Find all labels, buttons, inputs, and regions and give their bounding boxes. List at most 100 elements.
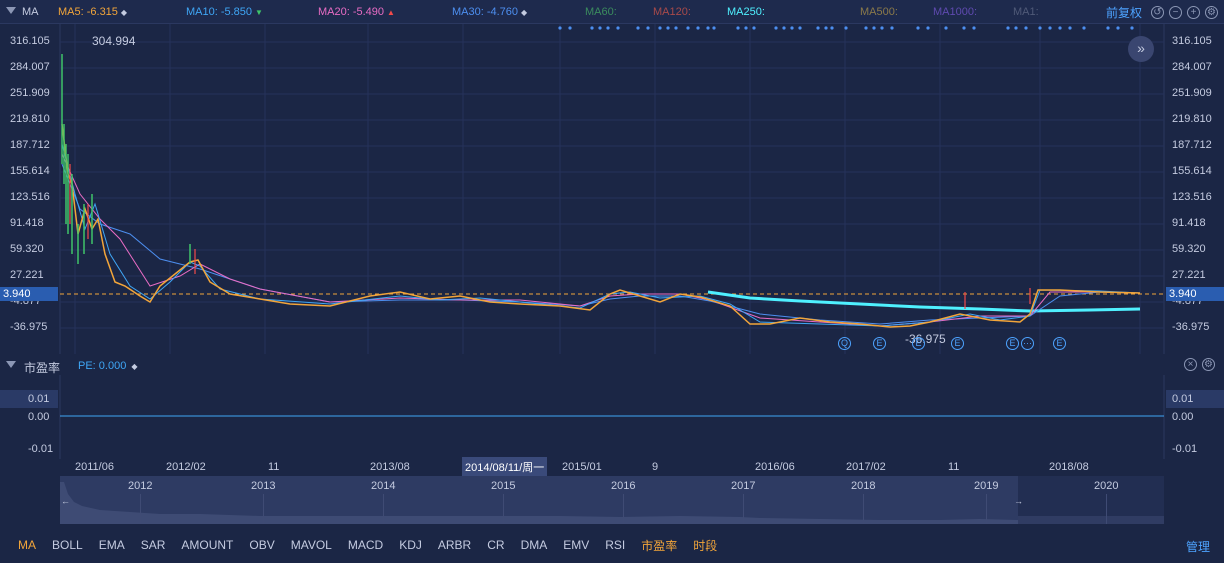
ma-legend-item[interactable]: MA30: -4.760 ◆: [452, 6, 527, 18]
x-axis-label: 2017/02: [846, 461, 886, 473]
event-marker-icon[interactable]: Q: [838, 337, 851, 350]
event-marker-icon[interactable]: ···: [1021, 337, 1034, 350]
indicator-tab[interactable]: SAR: [140, 538, 166, 552]
y-tick-right: 284.007: [1172, 61, 1212, 73]
zoom-out-icon[interactable]: −: [1169, 6, 1182, 19]
navigator-year-tick: [863, 494, 864, 524]
pe-value: PE: 0.000 ◆: [78, 360, 138, 372]
y-tick-left: 284.007: [10, 61, 50, 73]
y-tick-left: 219.810: [10, 113, 50, 125]
event-marker-icon[interactable]: E: [1006, 337, 1019, 350]
indicator-tab[interactable]: AMOUNT: [181, 538, 234, 552]
pe-close-icon[interactable]: ×: [1184, 358, 1197, 371]
indicator-tab[interactable]: MAVOL: [290, 538, 332, 552]
pe-chart[interactable]: [0, 375, 1224, 459]
y-tick-left: 59.320: [10, 243, 44, 255]
y-tick-left: 155.614: [10, 165, 50, 177]
y-tick-right: 316.105: [1172, 35, 1212, 47]
ma-legend-item[interactable]: MA60:: [585, 6, 617, 18]
indicator-tab[interactable]: MA: [18, 538, 36, 552]
time-navigator[interactable]: [60, 476, 1164, 524]
y-tick-right: 187.712: [1172, 139, 1212, 151]
ma-legend-item[interactable]: MA500:: [860, 6, 898, 18]
ma-legend-item[interactable]: MA120:: [653, 6, 691, 18]
pe-settings-icon[interactable]: ⚙: [1202, 358, 1215, 371]
y-tick-right: 219.810: [1172, 113, 1212, 125]
ma-legend-label: MA20: -5.490: [318, 6, 385, 18]
pe-panel-title: 市盈率: [24, 361, 61, 375]
ma-trend-icon: ▲: [387, 8, 395, 17]
y-tick-left: 251.909: [10, 87, 50, 99]
toolbar-actions: 前复权 ↺ − + ⚙: [1106, 4, 1218, 21]
y-tick-left: 27.221: [10, 269, 44, 281]
ma-legend-label: MA250:: [727, 6, 765, 18]
navigator-year-tick: [986, 494, 987, 524]
ma-trend-icon: ◆: [521, 8, 528, 17]
ma-legend-label: MA120:: [653, 6, 691, 18]
ma-legend-item[interactable]: MA1:: [1013, 6, 1039, 18]
navigator-year-tick: [623, 494, 624, 524]
expand-icon[interactable]: »: [1128, 36, 1154, 62]
ma-trend-icon: ◆: [120, 8, 128, 17]
manage-link[interactable]: 管理: [1185, 540, 1210, 554]
reset-icon[interactable]: ↺: [1151, 6, 1164, 19]
indicator-tab[interactable]: KDJ: [399, 538, 422, 552]
pe-ytick-right-0: 0.01: [1172, 393, 1194, 405]
indicator-tab[interactable]: ARBR: [437, 538, 472, 552]
settings-icon[interactable]: ⚙: [1205, 6, 1218, 19]
ma-legend-item[interactable]: MA5: -6.315 ◆: [58, 6, 127, 18]
indicator-tab[interactable]: EMV: [563, 538, 590, 552]
y-tick-right: 251.909: [1172, 87, 1212, 99]
ma-legend-label: MA60:: [585, 6, 617, 18]
zoom-in-icon[interactable]: +: [1187, 6, 1200, 19]
collapse-icon[interactable]: [6, 7, 16, 14]
navigator-year-label: 2017: [731, 480, 756, 492]
x-axis-label: 2018/08: [1049, 461, 1089, 473]
y-tick-right: 123.516: [1172, 191, 1212, 203]
navigator-year-label: 2020: [1094, 480, 1119, 492]
navigator-year-label: 2015: [491, 480, 516, 492]
navigator-year-label: 2019: [974, 480, 999, 492]
indicator-tab[interactable]: BOLL: [52, 538, 83, 552]
price-chart[interactable]: [0, 24, 1224, 354]
indicator-tab[interactable]: OBV: [249, 538, 275, 552]
restore-rights-link[interactable]: 前复权: [1105, 6, 1142, 20]
ma-legend-item[interactable]: MA20: -5.490 ▲: [318, 6, 395, 18]
navigator-year-label: 2018: [851, 480, 876, 492]
x-axis-label: 11: [948, 461, 960, 473]
navigator-year-tick: [140, 494, 141, 524]
x-axis-label: 2011/06: [75, 461, 114, 473]
navigator-year-label: 2014: [371, 480, 396, 492]
x-axis-label: 2016/06: [755, 461, 795, 473]
pe-ytick-left-1: 0.00: [28, 411, 50, 423]
event-marker-icon[interactable]: E: [912, 337, 925, 350]
indicator-tabs: MA BOLL EMA SAR AMOUNT OBV MAVOL MACD KDJ ARBR CR D…: [0, 533, 1224, 557]
indicator-tab[interactable]: EMA: [98, 538, 125, 552]
navigator-right-handle[interactable]: →: [1014, 496, 1023, 506]
indicator-name: MA: [22, 6, 39, 18]
x-axis-label: 9: [652, 461, 659, 473]
event-marker-icon[interactable]: E: [873, 337, 886, 350]
crosshair-date: 2014/08/11/周一: [462, 457, 548, 477]
navigator-left-handle[interactable]: ←: [61, 496, 70, 506]
ma-legend-item[interactable]: MA250:: [727, 6, 765, 18]
pe-ytick-left-2: -0.01: [28, 443, 54, 455]
y-tick-right: 155.614: [1172, 165, 1212, 177]
indicator-tab[interactable]: 时段: [693, 538, 718, 553]
event-marker-icon[interactable]: E: [1053, 337, 1066, 350]
current-value-tag-left: 3.940: [0, 287, 58, 301]
navigator-year-tick: [383, 494, 384, 524]
ma-legend-label: MA30: -4.760: [452, 6, 519, 18]
indicator-tab[interactable]: DMA: [520, 538, 548, 552]
indicator-tab[interactable]: 市盈率: [641, 538, 678, 553]
y-tick-right: 59.320: [1172, 243, 1206, 255]
indicator-tab[interactable]: MACD: [347, 538, 384, 552]
ma-legend-item[interactable]: MA1000:: [933, 6, 977, 18]
pe-collapse-icon[interactable]: [6, 361, 16, 368]
indicator-tab[interactable]: CR: [487, 538, 505, 552]
ma-legend-item[interactable]: MA10: -5.850 ▼: [186, 6, 263, 18]
event-marker-icon[interactable]: E: [951, 337, 964, 350]
x-axis-label: 2013/08: [370, 461, 410, 473]
x-axis-label: 2015/01: [562, 461, 602, 473]
indicator-tab[interactable]: RSI: [605, 538, 626, 552]
